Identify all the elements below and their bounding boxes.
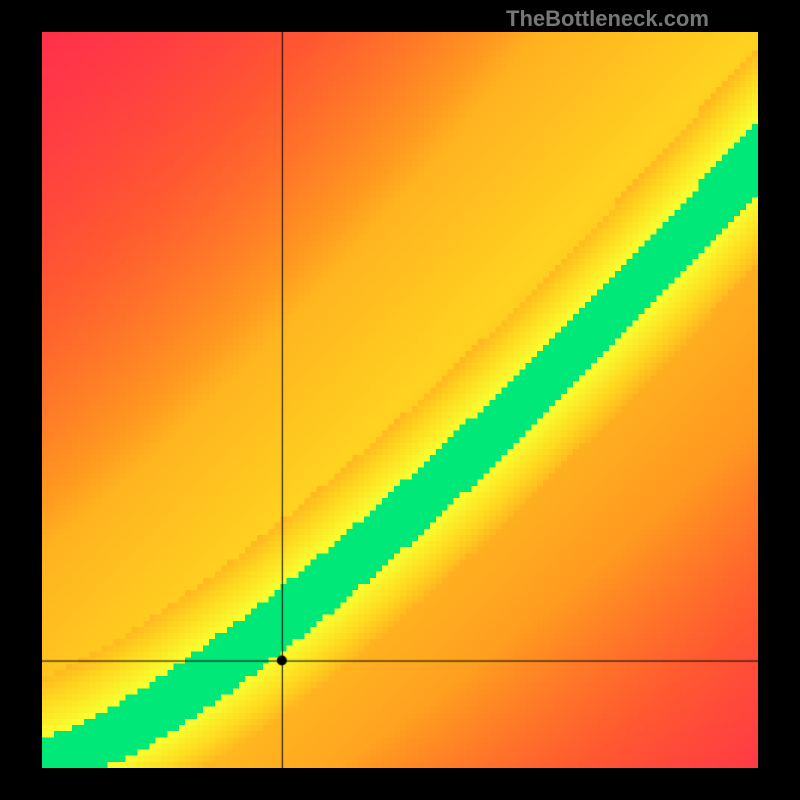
chart-container: TheBottleneck.com <box>0 0 800 800</box>
watermark-text: TheBottleneck.com <box>506 6 709 32</box>
crosshair-overlay <box>42 32 758 768</box>
